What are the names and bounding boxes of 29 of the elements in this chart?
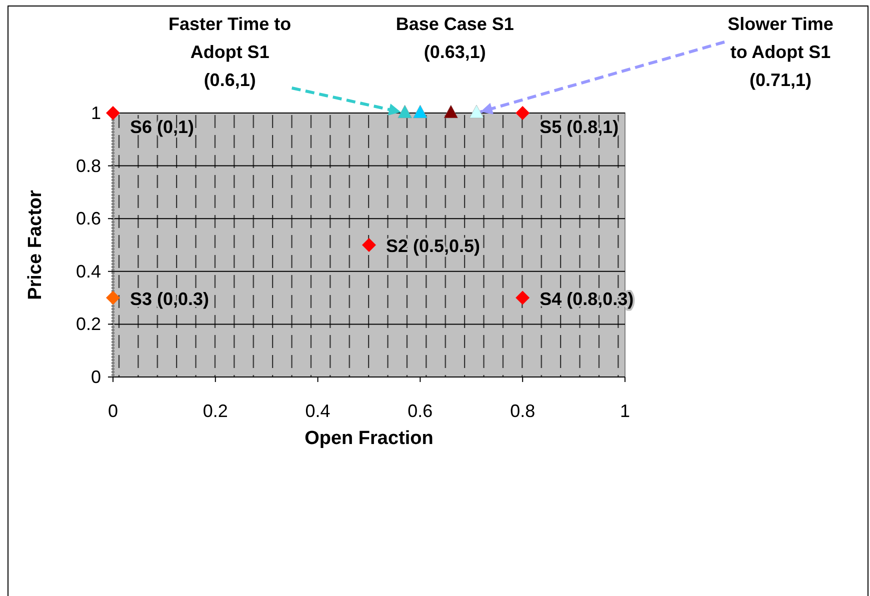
y-tick-label: 0.8: [76, 156, 101, 176]
x-tick-label: 0.4: [305, 401, 330, 421]
y-tick-label: 0.2: [76, 314, 101, 334]
annotation: Base Case S1 (0.63,1): [396, 14, 514, 62]
y-tick-label: 1: [90, 103, 101, 123]
x-tick-label: 0.8: [510, 401, 536, 421]
point: [469, 104, 484, 118]
x-tick-label: 1: [620, 401, 630, 421]
series-label: S5 (0.8,1): [540, 117, 619, 137]
x-tick-label: 0.6: [408, 401, 433, 421]
point: [516, 290, 530, 305]
annotation: Faster Time to Adopt S1 (0.6,1): [168, 14, 292, 90]
series-label: S6 (0,1): [130, 117, 194, 137]
point: [444, 104, 458, 118]
point: [106, 106, 120, 120]
x-tick-label: 0: [108, 401, 118, 421]
y-tick-label: 0.6: [76, 208, 101, 229]
series-label: S2 (0.5,0.5): [386, 236, 480, 256]
annotation: Slower Time to Adopt S1 (0.71,1): [728, 14, 834, 90]
x-tick-label: 0.2: [202, 401, 228, 421]
point: [398, 104, 412, 118]
point: [362, 238, 376, 252]
y-axis-title: Price Factor: [25, 189, 46, 300]
x-axis-title: Open Fraction: [304, 428, 434, 449]
y-tick-label: 0.4: [76, 261, 101, 282]
point: [413, 104, 428, 118]
point: [516, 106, 530, 120]
y-tick-label: 0: [90, 367, 101, 387]
point: [106, 290, 120, 305]
